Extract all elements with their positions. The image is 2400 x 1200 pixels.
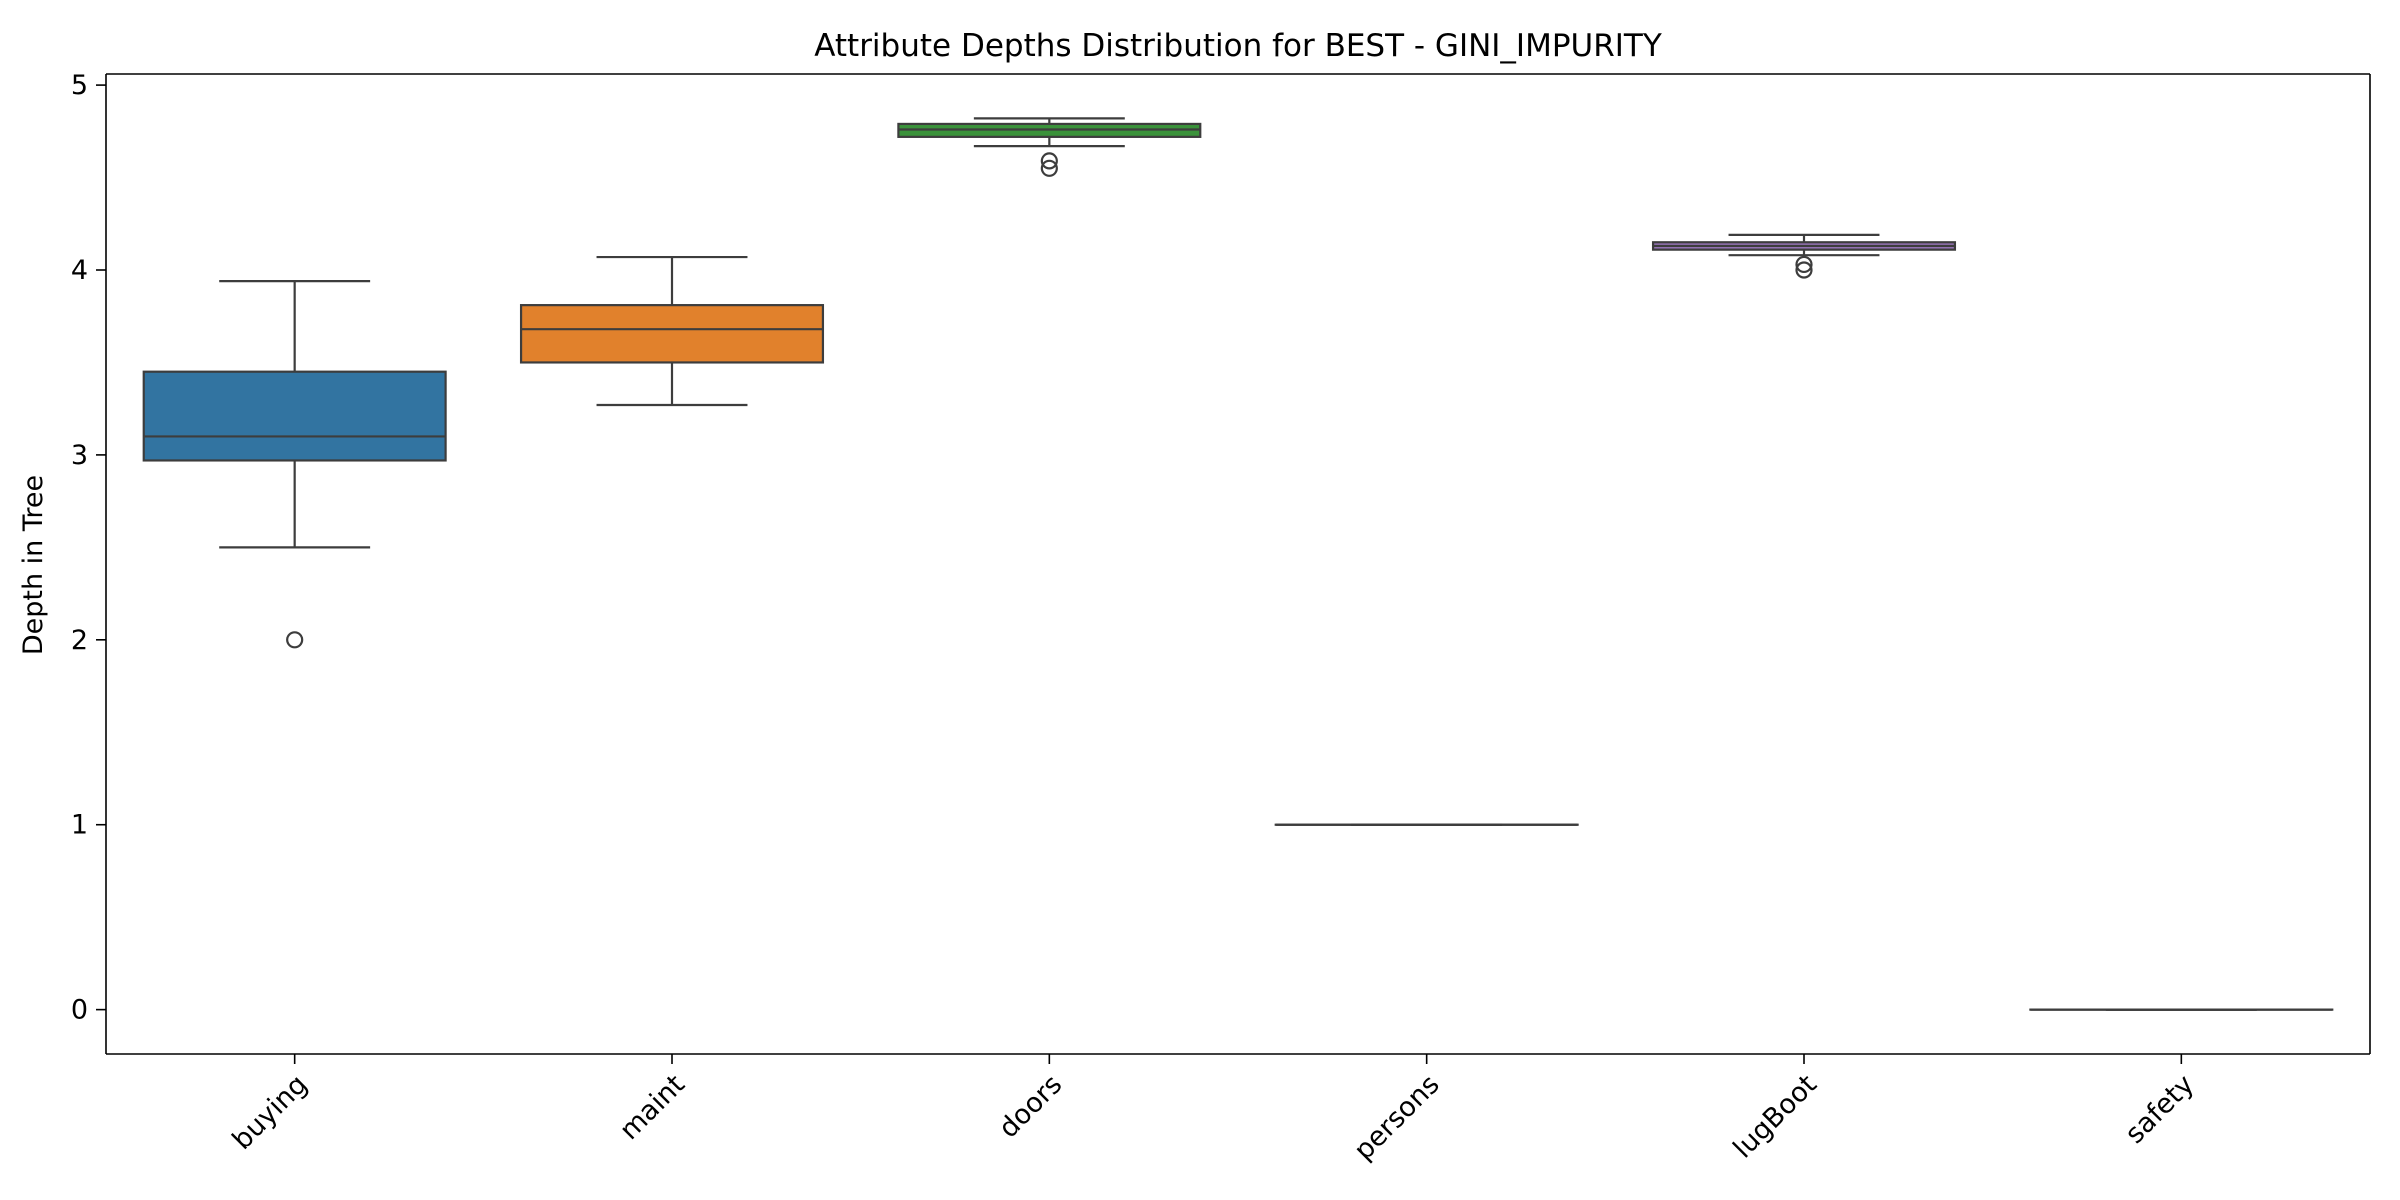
outlier-point <box>1795 255 1813 274</box>
outlier-point <box>1040 152 1058 170</box>
y-tick-label: 2 <box>71 625 88 656</box>
outlier-point <box>1795 261 1813 279</box>
outlier-point <box>1040 159 1058 177</box>
y-tick-label: 3 <box>71 440 88 471</box>
box-maint <box>519 304 825 364</box>
y-tick-label: 1 <box>71 810 88 841</box>
y-tick-label: 5 <box>71 70 88 101</box>
outlier-point <box>286 631 304 649</box>
y-axis-label: Depth in Tree <box>18 475 49 655</box>
chart-title: Attribute Depths Distribution for BEST -… <box>814 28 1662 64</box>
y-tick-label: 0 <box>71 995 88 1026</box>
y-tick-label: 4 <box>71 255 88 286</box>
box-buying <box>142 370 447 462</box>
